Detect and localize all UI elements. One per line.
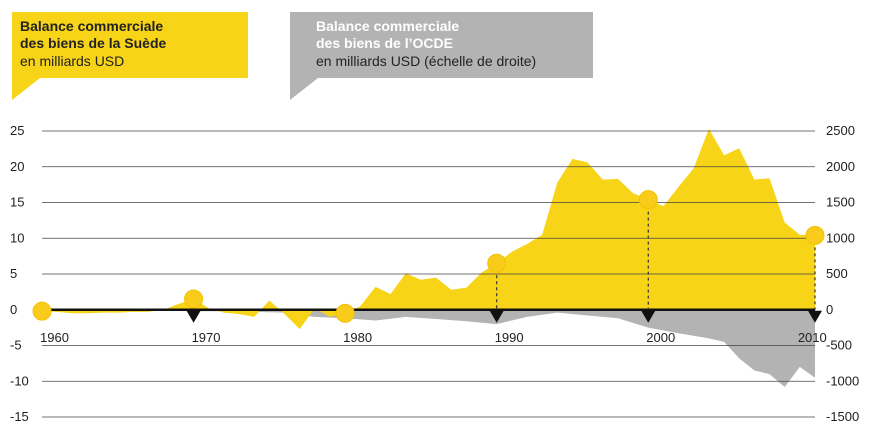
left-tick-label: 15 (10, 195, 24, 210)
highlight-markers (32, 190, 825, 323)
left-tick-label: -10 (10, 373, 29, 388)
right-tick-label: -500 (826, 338, 852, 353)
left-tick-label: 10 (10, 230, 24, 245)
x-tick-label: 1960 (40, 330, 69, 345)
left-tick-label: -15 (10, 409, 29, 424)
x-axis-ticks: 1960 1970 1980 1990 2000 2010 (40, 310, 827, 345)
legend-sweden-title-line1: Balance commerciale (20, 18, 163, 34)
left-axis-ticks: 25 20 15 10 5 0 -5 -10 -15 (10, 123, 29, 424)
x-tick-marker (489, 310, 504, 323)
left-tick-label: -5 (10, 338, 22, 353)
area-sweden (42, 128, 815, 330)
area-oecd (42, 309, 815, 387)
right-tick-label: 500 (826, 266, 848, 281)
right-tick-label: -1000 (826, 373, 859, 388)
right-axis-ticks: 2500 2000 1500 1000 500 0 -500 -1000 -1500 (826, 123, 859, 424)
legend-oecd-subtitle: en milliards USD (échelle de droite) (316, 53, 536, 69)
legend-sweden-swatch (12, 12, 248, 100)
left-tick-label: 5 (10, 266, 17, 281)
highlight-point (184, 289, 204, 309)
highlight-point (32, 301, 52, 321)
highlight-point (335, 303, 355, 323)
highlight-point (805, 225, 825, 245)
x-tick-marker (641, 310, 656, 323)
x-tick-label: 2000 (646, 330, 675, 345)
legend-sweden-title-line2: des biens de la Suède (20, 35, 166, 51)
area-series-group (42, 128, 815, 387)
right-tick-label: 1500 (826, 195, 855, 210)
x-tick-label: 2010 (798, 330, 827, 345)
gridlines (42, 130, 815, 418)
highlight-point (487, 253, 507, 273)
legend-sweden: Balance commerciale des biens de la Suèd… (12, 12, 248, 100)
right-tick-label: 1000 (826, 230, 855, 245)
legend-oecd-title-line1: Balance commerciale (316, 18, 459, 34)
right-tick-label: -1500 (826, 409, 859, 424)
legend-oecd-title-line2: des biens de l’OCDE (316, 35, 453, 51)
x-tick-label: 1970 (192, 330, 221, 345)
legend-sweden-subtitle: en milliards USD (20, 53, 124, 69)
right-tick-label: 2500 (826, 123, 855, 138)
left-tick-label: 0 (10, 302, 17, 317)
x-tick-marker (808, 310, 822, 323)
x-tick-label: 1990 (495, 330, 524, 345)
legend-oecd-swatch (290, 12, 593, 100)
x-tick-label: 1980 (343, 330, 372, 345)
legend-oecd: Balance commerciale des biens de l’OCDE … (290, 12, 593, 100)
right-tick-label: 0 (826, 302, 833, 317)
highlight-point (638, 190, 658, 210)
x-tick-marker (186, 310, 201, 323)
left-tick-label: 20 (10, 159, 24, 174)
right-tick-label: 2000 (826, 159, 855, 174)
left-tick-label: 25 (10, 123, 24, 138)
